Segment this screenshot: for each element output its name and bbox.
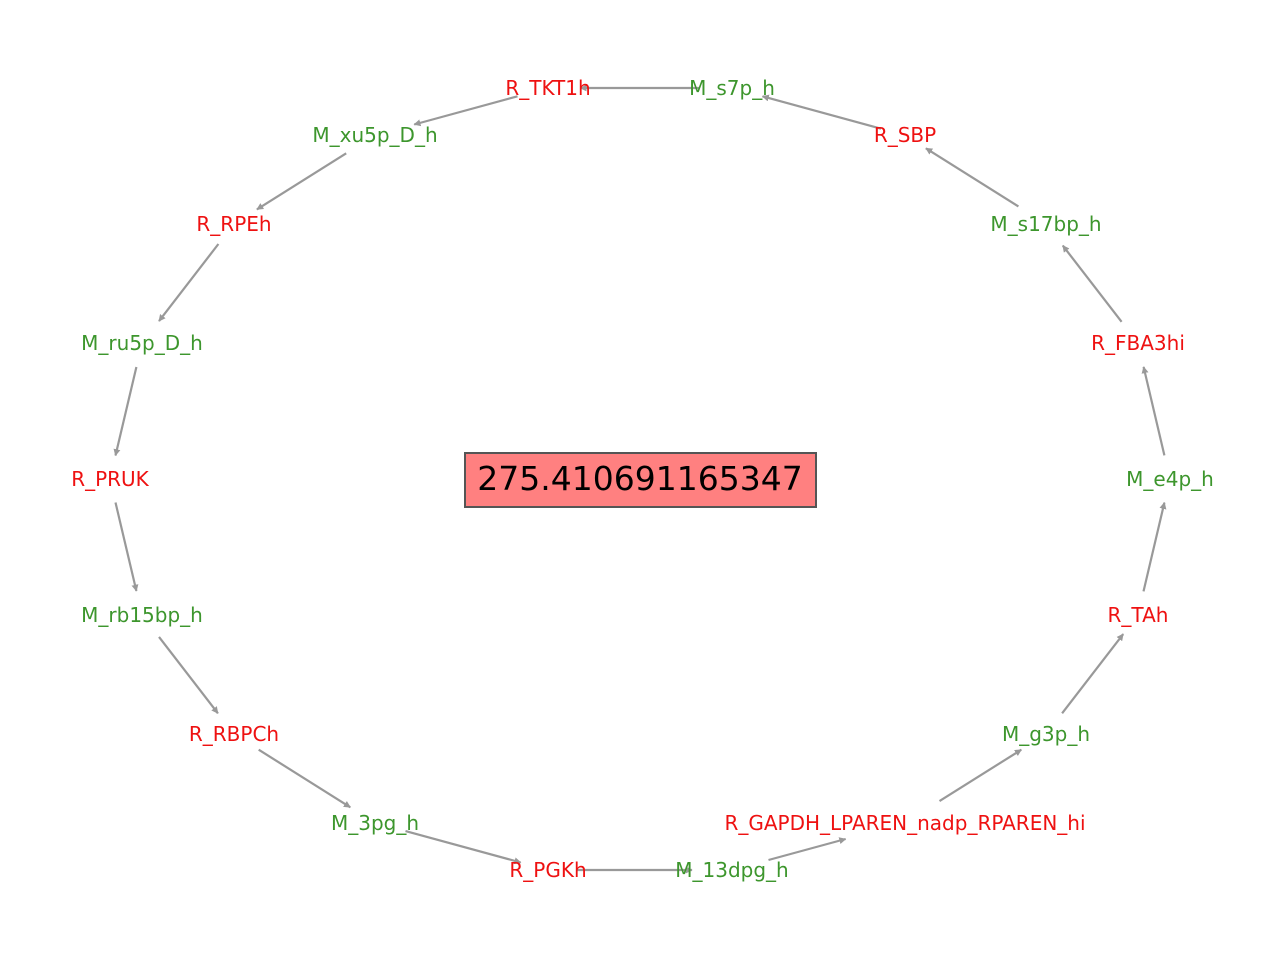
center-value-background bbox=[464, 452, 817, 508]
node-m-rb15bp-h: M_rb15bp_h bbox=[81, 603, 203, 627]
edge-n12-to-n13 bbox=[1142, 501, 1167, 592]
edge-n3-to-n4 bbox=[113, 366, 138, 457]
node-r-sbp: R_SBP bbox=[874, 123, 936, 147]
edge-n16-to-n17 bbox=[761, 94, 882, 130]
edge-n4-to-n5 bbox=[114, 502, 139, 592]
node-r-gapdh-lparen-nadp-rparen-hi: R_GAPDH_LPAREN_nadp_RPAREN_hi bbox=[724, 811, 1085, 835]
node-r-tah: R_TAh bbox=[1108, 603, 1169, 627]
node-m-13dpg-h: M_13dpg_h bbox=[675, 858, 788, 882]
node-m-e4p-h: M_e4p_h bbox=[1126, 467, 1214, 491]
node-m-s7p-h: M_s7p_h bbox=[689, 76, 775, 100]
edge-n6-to-n7 bbox=[258, 748, 351, 809]
node-m-3pg-h: M_3pg_h bbox=[331, 811, 419, 835]
node-m-g3p-h: M_g3p_h bbox=[1002, 722, 1090, 746]
edge-n1-to-n2 bbox=[256, 152, 347, 211]
edge-n0-to-n1 bbox=[413, 95, 518, 127]
edge-n10-to-n11 bbox=[938, 748, 1022, 803]
edge-n5-to-n6 bbox=[158, 636, 219, 714]
edge-n15-to-n16 bbox=[925, 147, 1019, 208]
nodes-group: R_TKT1h M_xu5p_D_h R_RPEh M_ru5p_D_h R_PRUK M… bbox=[71, 76, 1214, 882]
node-m-xu5p-d-h: M_xu5p_D_h bbox=[312, 123, 437, 147]
edge-n13-to-n14 bbox=[1141, 366, 1166, 456]
edge-n14-to-n15 bbox=[1061, 244, 1123, 323]
node-r-fba3hi: R_FBA3hi bbox=[1091, 331, 1185, 355]
node-r-pruk: R_PRUK bbox=[71, 467, 149, 491]
edge-n7-to-n8 bbox=[405, 830, 522, 865]
center-value-box: 275.410691165347 bbox=[464, 452, 817, 508]
node-r-rpeh: R_RPEh bbox=[196, 212, 271, 236]
edge-n11-to-n12 bbox=[1061, 633, 1125, 714]
node-r-pgkh: R_PGKh bbox=[509, 858, 586, 882]
center-value-text: 275.410691165347 bbox=[477, 459, 802, 498]
node-r-tkt1h: R_TKT1h bbox=[505, 76, 590, 100]
edge-n9-to-n10 bbox=[768, 837, 847, 862]
node-m-s17bp-h: M_s17bp_h bbox=[990, 212, 1101, 236]
node-m-ru5p-d-h: M_ru5p_D_h bbox=[81, 331, 203, 355]
edges-group bbox=[113, 84, 1167, 874]
edge-n2-to-n3 bbox=[158, 243, 220, 322]
node-r-rbpch: R_RBPCh bbox=[189, 722, 279, 746]
